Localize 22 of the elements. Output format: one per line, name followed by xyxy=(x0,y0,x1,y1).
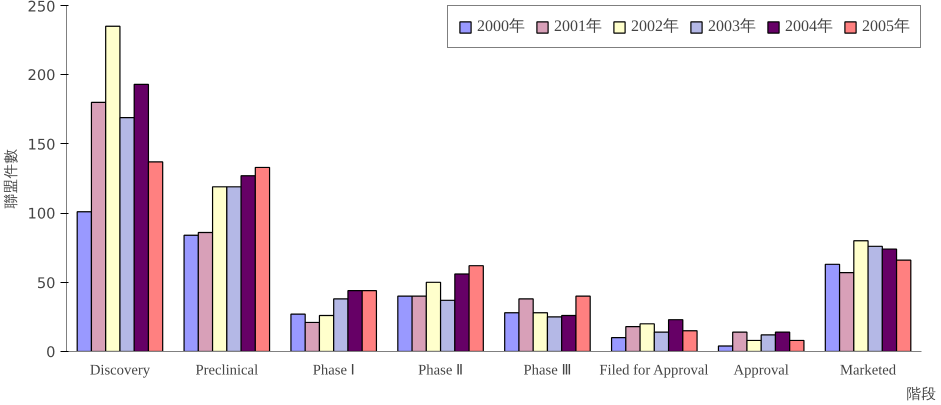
legend-label: 2001年 xyxy=(554,17,602,37)
y-tick-label: 200 xyxy=(28,67,56,84)
x-tick-label: Approval xyxy=(734,362,789,378)
x-tick-label: Marketed xyxy=(840,362,897,378)
legend-label: 2003年 xyxy=(708,17,756,37)
legend-label: 2004年 xyxy=(785,17,833,37)
x-axis-title: 階段 xyxy=(906,386,936,402)
y-axis-title: 聯盟件數 xyxy=(2,148,20,208)
x-tick-label: Filed for Approval xyxy=(599,362,708,378)
legend-label: 2000年 xyxy=(477,17,525,37)
y-tick-label: 0 xyxy=(46,344,56,361)
y-tick-label: 250 xyxy=(28,0,56,16)
x-tick-label: Phase Ⅱ xyxy=(418,362,463,378)
y-tick-label: 150 xyxy=(28,136,56,154)
y-tick-label: 100 xyxy=(28,206,56,223)
y-tick-label: 50 xyxy=(36,274,56,292)
legend-label: 2005年 xyxy=(862,17,910,37)
legend-label: 2002年 xyxy=(631,17,679,37)
x-tick-label: Discovery xyxy=(90,362,151,378)
x-tick-label: Phase Ⅰ xyxy=(312,362,355,378)
x-tick-label: Phase Ⅲ xyxy=(524,362,572,378)
x-tick-label: Preclinical xyxy=(195,362,258,378)
